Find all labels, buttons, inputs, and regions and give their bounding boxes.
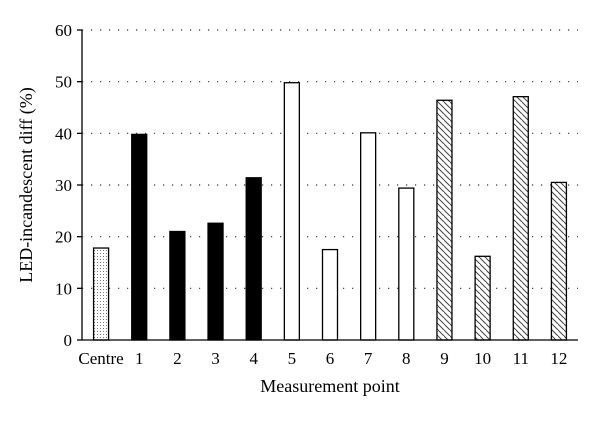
bar-centre xyxy=(92,247,110,341)
x-tick-label: 10 xyxy=(474,349,491,368)
x-tick-label: 11 xyxy=(513,349,529,368)
x-tick-label: 3 xyxy=(211,349,220,368)
y-tick-label: 50 xyxy=(55,73,72,92)
x-tick-label: 12 xyxy=(550,349,567,368)
x-tick-label: 4 xyxy=(249,349,258,368)
y-tick-label: 10 xyxy=(55,279,72,298)
y-tick-label: 20 xyxy=(55,228,72,247)
bar-3 xyxy=(207,222,224,341)
bar-5 xyxy=(283,82,300,341)
bars xyxy=(92,82,568,341)
bar-7 xyxy=(360,132,377,341)
x-tick-label: Centre xyxy=(78,349,123,368)
y-tick-label: 0 xyxy=(64,331,73,350)
x-tick-label: 7 xyxy=(364,349,373,368)
axes xyxy=(77,29,578,341)
bar-2 xyxy=(169,230,186,341)
x-tick-label: 6 xyxy=(326,349,335,368)
x-tick-label: 1 xyxy=(135,349,144,368)
bar-11 xyxy=(512,96,529,341)
y-axis-title: LED-incandescent diff (%) xyxy=(16,87,37,283)
bar-9 xyxy=(436,99,453,341)
bar-10 xyxy=(474,255,491,341)
y-tick-label: 60 xyxy=(55,21,72,40)
x-tick-label: 8 xyxy=(402,349,411,368)
bar-8 xyxy=(398,187,415,341)
y-tick-label: 30 xyxy=(55,176,72,195)
x-axis-title: Measurement point xyxy=(260,376,399,396)
x-tick-labels: Centre 1 2 3 4 5 6 7 8 9 10 11 12 xyxy=(78,349,567,368)
bar-1 xyxy=(131,133,148,341)
x-tick-label: 2 xyxy=(173,349,182,368)
x-tick-label: 5 xyxy=(288,349,297,368)
x-tick-label: 9 xyxy=(440,349,449,368)
bar-4 xyxy=(245,177,262,341)
y-tick-labels: 0 10 20 30 40 50 60 xyxy=(55,21,72,350)
bar-6 xyxy=(321,248,339,341)
bar-12 xyxy=(550,181,568,341)
y-tick-label: 40 xyxy=(55,124,72,143)
